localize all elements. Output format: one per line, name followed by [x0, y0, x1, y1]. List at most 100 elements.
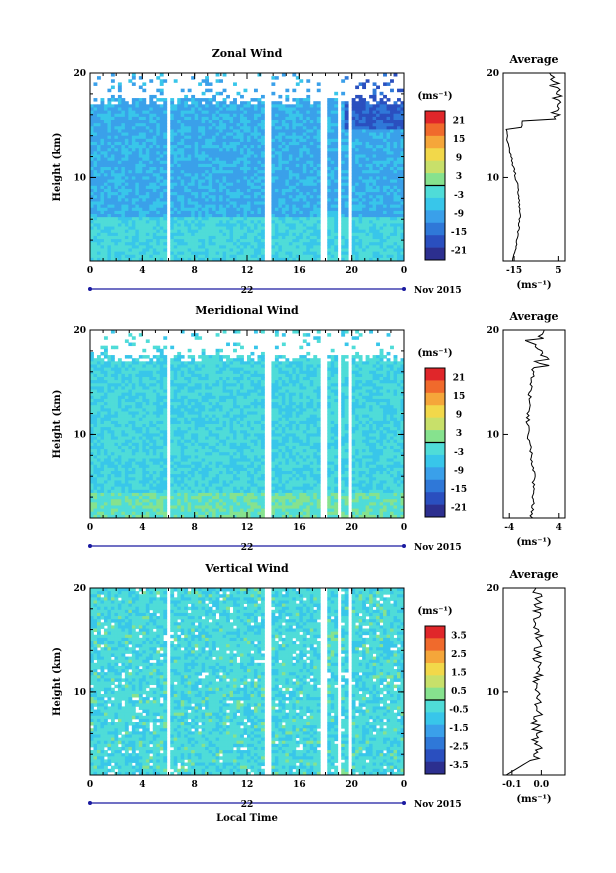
colorbar-swatch: [425, 210, 445, 224]
colorbar-swatch: [425, 417, 445, 431]
avg-y-tick-label: 10: [486, 430, 499, 440]
average-title: Average: [508, 310, 558, 323]
colorbar-tick-label: 21: [453, 373, 466, 383]
colorbar-swatch: [425, 222, 445, 236]
x-tick-label: 4: [139, 523, 145, 533]
date-bar-end: [402, 801, 406, 805]
avg-y-tick-label: 20: [486, 326, 499, 336]
average-title: Average: [508, 53, 558, 66]
date-label: 22: [241, 543, 254, 553]
y-tick-label: 10: [73, 173, 86, 183]
colorbar-tick-label: 15: [453, 135, 466, 145]
colorbar-tick-label: -15: [451, 228, 467, 238]
colorbar-tick-label: -3.5: [449, 761, 468, 771]
colorbar-swatch: [425, 761, 445, 775]
date-bar-start: [88, 287, 92, 291]
average-title: Average: [508, 568, 558, 581]
date-label: 22: [241, 286, 254, 296]
date-bar-start: [88, 801, 92, 805]
colorbar-tick-label: 9: [456, 411, 462, 421]
colorbar-swatch: [425, 663, 445, 676]
colorbar-tick-label: 15: [453, 392, 466, 402]
colorbar-swatch: [425, 173, 445, 186]
x-tick-label: 20: [345, 266, 358, 276]
avg-x-label: (ms⁻¹): [516, 280, 551, 291]
colorbar-swatch: [425, 442, 445, 456]
panel-2: Vertical Wind 10 20 Height (km) 0 4 8 12 16 20 0 22…: [52, 562, 566, 824]
colorbar-swatch: [425, 392, 445, 406]
date-label: 22: [241, 800, 254, 810]
colorbar-tick-label: -21: [451, 504, 467, 514]
x-tick-label: 0: [401, 266, 407, 276]
y-tick-label: 20: [73, 69, 86, 79]
colorbar-tick-label: 9: [456, 154, 462, 164]
panel-1: Meridional Wind 10 20 Height (km) 0 4 8 12 16 20 0…: [52, 304, 566, 553]
colorbar-tick-label: -1.5: [449, 724, 468, 734]
x-tick-label: 8: [192, 523, 198, 533]
x-tick-label: 4: [139, 780, 145, 790]
heatmap-cells: [90, 73, 405, 262]
colorbar-swatch: [425, 430, 445, 443]
colorbar-unit: (ms⁻¹): [417, 348, 452, 359]
colorbar-swatch: [425, 650, 445, 664]
x-tick-label: 12: [241, 523, 254, 533]
colorbar-swatch: [425, 479, 445, 493]
x-tick-label: 20: [345, 780, 358, 790]
x-tick-label: 20: [345, 523, 358, 533]
avg-x-tick-label: -15: [506, 266, 522, 276]
colorbar-swatch: [425, 700, 445, 713]
x-tick-label: 16: [293, 266, 306, 276]
colorbar-swatch: [425, 247, 445, 261]
date-bar-end: [402, 544, 406, 548]
x-tick-label: 0: [401, 523, 407, 533]
panel-title: Meridional Wind: [195, 304, 299, 317]
colorbar-tick-label: 21: [453, 116, 466, 126]
colorbar-swatch: [425, 197, 445, 211]
panel-0: Zonal Wind 10 20 Height (km) 0 4 8 12 16 20 0 22 Nov…: [52, 47, 566, 296]
y-tick-label: 10: [73, 688, 86, 698]
x-axis-label: Local Time: [216, 813, 278, 824]
colorbar-swatch: [425, 148, 445, 161]
x-tick-label: 0: [87, 780, 93, 790]
colorbar-tick-label: -2.5: [449, 742, 468, 752]
avg-y-tick-label: 20: [486, 69, 499, 79]
colorbar-tick-label: -0.5: [449, 705, 468, 715]
avg-x-tick-label: 5: [555, 266, 561, 276]
average-profile-line: [505, 72, 564, 261]
colorbar-tick-label: 0.5: [451, 687, 467, 697]
colorbar-tick-label: 3: [456, 172, 462, 182]
avg-x-tick-label: -0.1: [502, 780, 521, 790]
avg-x-label: (ms⁻¹): [516, 537, 551, 548]
date-suffix: Nov 2015: [414, 543, 462, 553]
x-tick-label: 16: [293, 523, 306, 533]
y-axis-label: Height (km): [52, 647, 63, 716]
colorbar-swatch: [425, 111, 445, 124]
panel-title: Vertical Wind: [204, 562, 289, 575]
colorbar-swatch: [425, 454, 445, 468]
x-tick-label: 0: [87, 266, 93, 276]
date-suffix: Nov 2015: [414, 800, 462, 810]
colorbar-swatch: [425, 749, 445, 762]
date-bar-start: [88, 544, 92, 548]
date-bar-end: [402, 287, 406, 291]
colorbar-swatch: [425, 737, 445, 750]
y-tick-label: 20: [73, 326, 86, 336]
colorbar-tick-label: 1.5: [451, 668, 467, 678]
avg-y-tick-label: 10: [486, 173, 499, 183]
avg-x-tick-label: -4: [504, 523, 514, 533]
heatmap-cells: [90, 330, 405, 519]
colorbar-swatch: [425, 380, 445, 394]
avg-x-tick-label: 4: [556, 523, 562, 533]
colorbar-swatch: [425, 687, 445, 701]
x-tick-label: 12: [241, 266, 254, 276]
avg-y-tick-label: 20: [486, 584, 499, 594]
average-profile-line: [524, 329, 550, 519]
y-axis-label: Height (km): [52, 133, 63, 202]
x-tick-label: 4: [139, 266, 145, 276]
colorbar-tick-label: -3: [454, 191, 464, 201]
average-profile-line: [505, 587, 545, 776]
colorbar-tick-label: -15: [451, 485, 467, 495]
avg-y-tick-label: 10: [486, 688, 499, 698]
avg-x-tick-label: 0.0: [534, 780, 550, 790]
